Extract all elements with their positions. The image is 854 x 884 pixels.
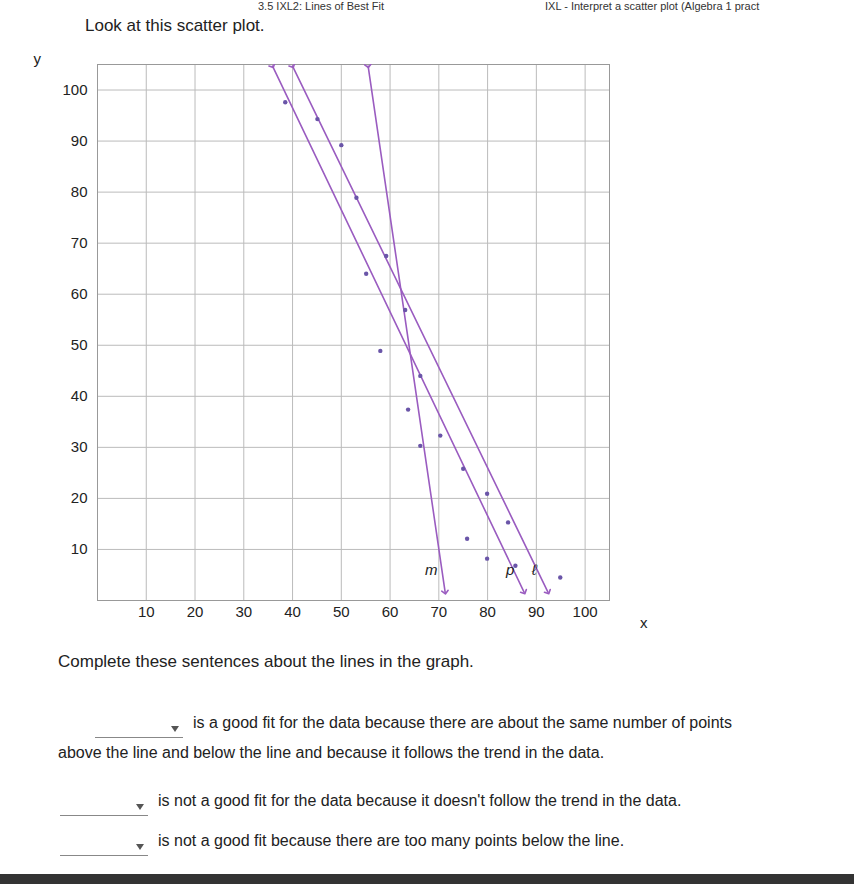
svg-text:40: 40: [284, 603, 301, 620]
svg-text:x: x: [640, 614, 648, 631]
svg-text:40: 40: [71, 387, 88, 404]
svg-text:60: 60: [382, 603, 399, 620]
svg-text:30: 30: [235, 603, 252, 620]
svg-text:100: 100: [573, 603, 598, 620]
html-text:Look at this scatter plot.: Look at this scatter plot.: [85, 16, 265, 35]
svg-text:100: 100: [62, 81, 87, 98]
svg-text:50: 50: [71, 336, 88, 353]
svg-text:50: 50: [333, 603, 350, 620]
html-text:is not a good fit because ther: is not a good fit because there are too …: [158, 832, 625, 849]
svg-text:60: 60: [71, 285, 88, 302]
svg-text:90: 90: [71, 132, 88, 149]
html-text:Complete these sentences about: Complete these sentences about the lines…: [58, 652, 474, 671]
svg-text:30: 30: [71, 438, 88, 455]
svg-text:70: 70: [71, 234, 88, 251]
svg-text:p: p: [505, 561, 514, 578]
html-text:is a good fit for the data bec: is a good fit for the data because there…: [58, 714, 732, 761]
svg-text:y: y: [34, 50, 42, 67]
svg-text:80: 80: [71, 183, 88, 200]
svg-text:10: 10: [138, 603, 155, 620]
svg-text:20: 20: [187, 603, 204, 620]
svg-text:m: m: [425, 561, 438, 578]
svg-text:80: 80: [479, 603, 496, 620]
html-text:3.5 IXL2: Lines of Best Fit: 3.5 IXL2: Lines of Best Fit: [258, 0, 384, 12]
svg-text:10: 10: [71, 540, 88, 557]
svg-text:ℓ: ℓ: [531, 561, 538, 578]
svg-text:20: 20: [71, 489, 88, 506]
html-text:IXL - Interpret a scatter plot: IXL - Interpret a scatter plot (Algebra …: [545, 0, 760, 12]
html-text:is not a good fit for the data: is not a good fit for the data because i…: [158, 792, 682, 809]
svg-text:70: 70: [430, 603, 447, 620]
svg-text:90: 90: [528, 603, 545, 620]
